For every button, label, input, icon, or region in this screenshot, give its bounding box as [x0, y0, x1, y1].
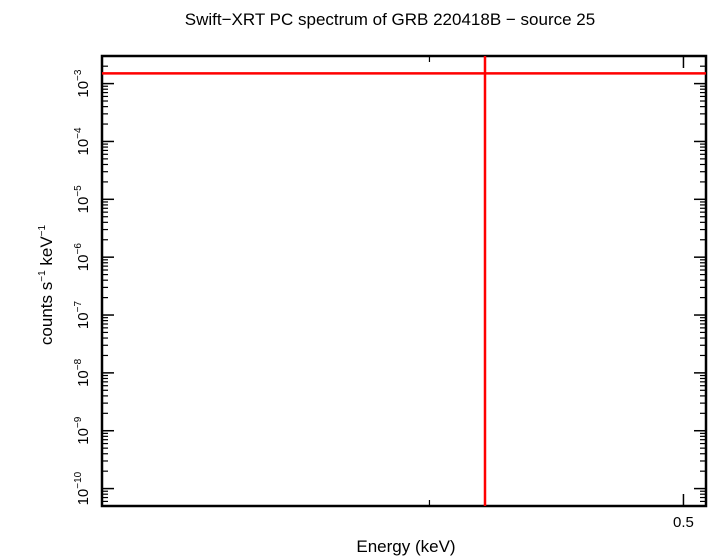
svg-text:10−6: 10−6 — [73, 243, 92, 272]
x-axis-label: Energy (keV) — [356, 537, 455, 556]
svg-text:10−10: 10−10 — [73, 471, 92, 505]
y-tick-label-base: 10 — [75, 81, 92, 98]
y-tick-label: 10−5 — [73, 185, 92, 214]
y-tick-label-exp: −10 — [73, 471, 84, 488]
y-tick-label-exp: −7 — [73, 301, 84, 313]
data-series — [102, 56, 706, 506]
y-tick-label: 10−3 — [73, 69, 92, 98]
y-axis-label-mid: keV — [37, 236, 56, 271]
y-tick-label-exp: −4 — [73, 127, 84, 139]
chart-title: Swift−XRT PC spectrum of GRB 220418B − s… — [185, 10, 595, 29]
svg-text:10−7: 10−7 — [73, 301, 92, 330]
y-tick-label: 10−7 — [73, 301, 92, 330]
y-tick-label-exp: −8 — [73, 358, 84, 370]
y-tick-label-base: 10 — [75, 312, 92, 329]
y-tick-label: 10−10 — [73, 471, 92, 505]
y-axis-label-exp2: −1 — [37, 224, 48, 236]
y-tick-label-exp: −9 — [73, 416, 84, 428]
y-tick-label-base: 10 — [75, 370, 92, 387]
y-tick-label-base: 10 — [75, 197, 92, 214]
y-tick-label: 10−6 — [73, 243, 92, 272]
svg-text:10−4: 10−4 — [73, 127, 92, 156]
y-axis-label: counts s−1 keV−1 — [37, 224, 56, 345]
y-tick-label-exp: −3 — [73, 69, 84, 81]
y-tick-label: 10−8 — [73, 358, 92, 387]
y-tick-label-exp: −5 — [73, 185, 84, 197]
svg-text:10−3: 10−3 — [73, 69, 92, 98]
svg-text:10−5: 10−5 — [73, 185, 92, 214]
y-tick-label-base: 10 — [75, 489, 92, 506]
svg-text:10−9: 10−9 — [73, 416, 92, 445]
y-tick-label: 10−4 — [73, 127, 92, 156]
svg-text:counts s−1 keV−1: counts s−1 keV−1 — [37, 224, 56, 345]
y-tick-label-base: 10 — [75, 428, 92, 445]
axis-ticks — [102, 56, 706, 506]
y-tick-label-base: 10 — [75, 255, 92, 272]
y-axis-label-exp1: −1 — [37, 270, 48, 282]
y-tick-label: 10−9 — [73, 416, 92, 445]
x-tick-label: 0.5 — [673, 514, 694, 531]
y-axis-label-base: counts s — [37, 282, 56, 345]
plot-frame — [100, 54, 708, 508]
y-tick-label-base: 10 — [75, 139, 92, 156]
svg-text:10−8: 10−8 — [73, 358, 92, 387]
y-tick-label-exp: −6 — [73, 243, 84, 255]
